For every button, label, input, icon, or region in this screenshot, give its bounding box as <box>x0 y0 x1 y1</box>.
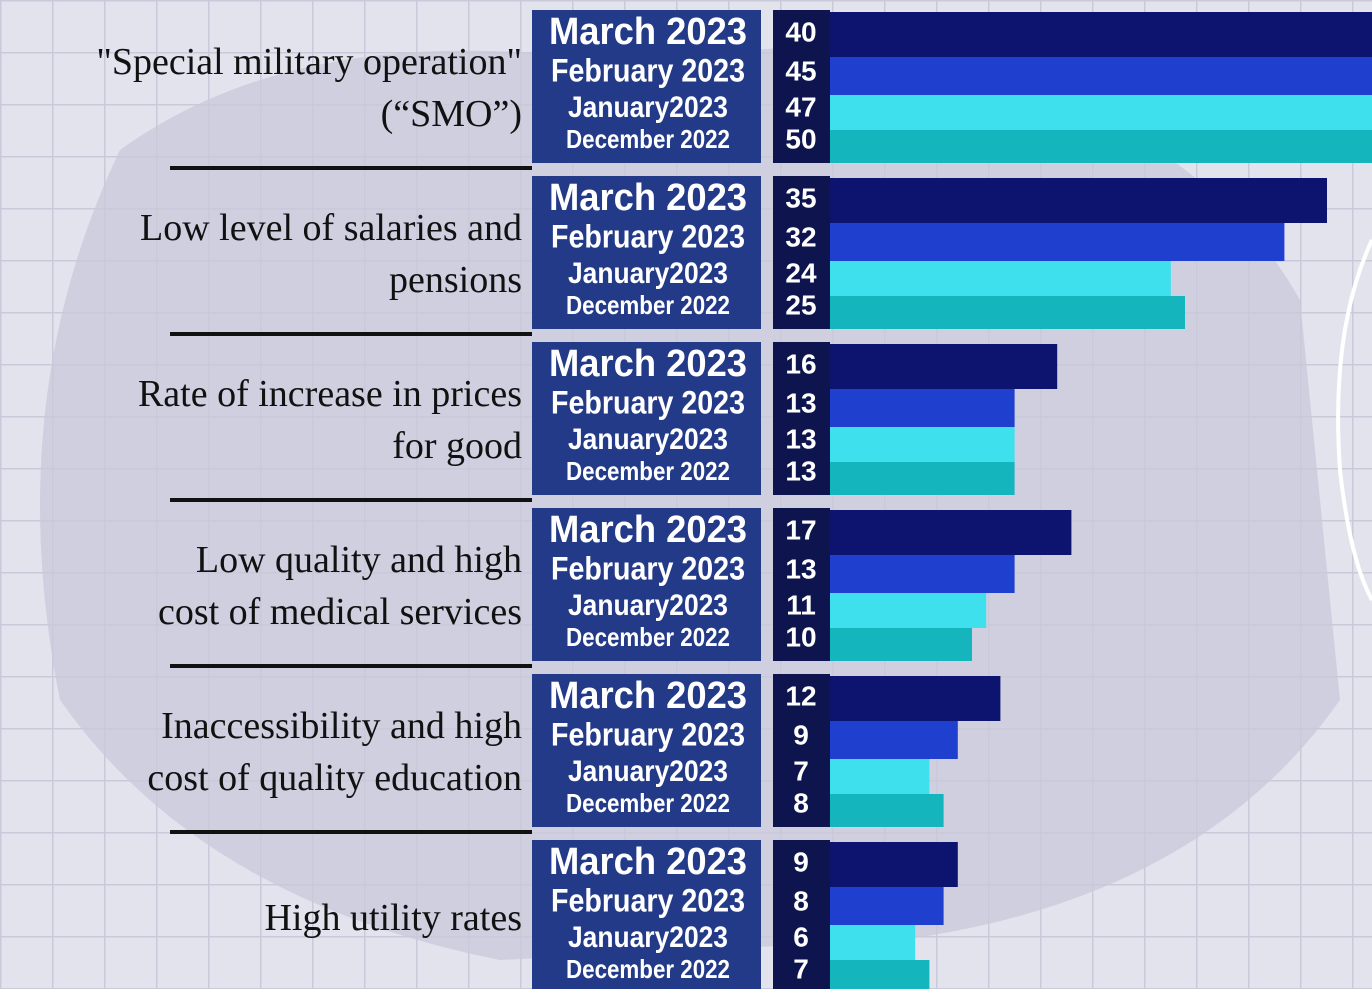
series-label: February 2023 <box>551 218 745 254</box>
series-label: March 2023 <box>549 675 747 717</box>
series-label: January2023 <box>568 91 728 124</box>
data-label: 32 <box>785 221 816 252</box>
series-label: March 2023 <box>549 177 747 219</box>
data-label: 16 <box>785 348 816 379</box>
series-label: January2023 <box>568 921 728 954</box>
bar <box>830 555 1015 593</box>
series-label: February 2023 <box>551 716 745 752</box>
series-label: December 2022 <box>566 456 730 486</box>
bar <box>830 593 987 628</box>
series-label: December 2022 <box>566 954 730 984</box>
category-label: Inaccessibility and high cost of quality… <box>147 705 522 799</box>
data-label: 8 <box>793 787 809 818</box>
bar <box>830 57 1372 95</box>
series-label: February 2023 <box>551 384 745 420</box>
bar <box>830 628 972 661</box>
bar <box>830 389 1015 427</box>
bar <box>830 925 916 960</box>
data-label: 13 <box>785 553 816 584</box>
bar <box>830 759 930 794</box>
series-label: January2023 <box>568 589 728 622</box>
bar <box>830 842 958 887</box>
value-box <box>773 508 830 661</box>
bar <box>830 95 1372 130</box>
bar <box>830 223 1285 261</box>
data-label: 7 <box>793 953 809 984</box>
series-label: January2023 <box>568 423 728 456</box>
data-label: 9 <box>793 719 809 750</box>
series-label: February 2023 <box>551 52 745 88</box>
series-label-box <box>532 10 761 163</box>
series-label: March 2023 <box>549 11 747 53</box>
value-box <box>773 10 830 163</box>
category-label: Low level of salaries and pensions <box>140 207 522 301</box>
bar <box>830 676 1001 721</box>
data-label: 13 <box>785 387 816 418</box>
data-label: 24 <box>785 257 817 288</box>
bar <box>830 344 1058 389</box>
value-box <box>773 674 830 827</box>
category-label: "Special military operation" (“SMO”) <box>96 41 522 135</box>
data-label: 35 <box>785 182 816 213</box>
series-label: February 2023 <box>551 550 745 586</box>
value-box <box>773 342 830 495</box>
series-label: January2023 <box>568 257 728 290</box>
bar <box>830 427 1015 462</box>
series-label-box <box>532 176 761 329</box>
bar <box>830 178 1327 223</box>
bar <box>830 794 944 827</box>
category-label: Low quality and high cost of medical ser… <box>157 539 522 633</box>
value-box <box>773 840 830 989</box>
series-label-box <box>532 508 761 661</box>
category-label: Rate of increase in prices for good <box>137 373 522 467</box>
value-box <box>773 176 830 329</box>
bar <box>830 510 1072 555</box>
data-label: 25 <box>785 289 816 320</box>
data-label: 40 <box>785 16 816 47</box>
data-label: 13 <box>785 455 816 486</box>
bar <box>830 960 930 989</box>
series-label: December 2022 <box>566 788 730 818</box>
series-label: December 2022 <box>566 622 730 652</box>
series-label: February 2023 <box>551 882 745 918</box>
data-label: 50 <box>785 123 816 154</box>
series-label-box <box>532 840 761 989</box>
category-label: High utility rates <box>264 897 522 939</box>
series-label: December 2022 <box>566 290 730 320</box>
data-label: 8 <box>793 885 809 916</box>
data-label: 12 <box>785 680 816 711</box>
data-label: 17 <box>785 514 816 545</box>
data-label: 10 <box>785 621 816 652</box>
data-label: 9 <box>793 846 809 877</box>
series-label-box <box>532 674 761 827</box>
series-label: December 2022 <box>566 124 730 154</box>
series-label: March 2023 <box>549 343 747 385</box>
series-label: March 2023 <box>549 841 747 883</box>
data-label: 45 <box>785 55 816 86</box>
series-label-box <box>532 342 761 495</box>
data-label: 47 <box>785 91 816 122</box>
bar <box>830 721 958 759</box>
bar <box>830 12 1372 57</box>
data-label: 6 <box>793 921 809 952</box>
data-label: 7 <box>793 755 809 786</box>
data-label: 13 <box>785 423 816 454</box>
bar <box>830 462 1015 495</box>
data-label: 11 <box>786 589 816 620</box>
bar <box>830 296 1185 329</box>
bar <box>830 887 944 925</box>
bar <box>830 130 1372 163</box>
series-label: March 2023 <box>549 509 747 551</box>
series-label: January2023 <box>568 755 728 788</box>
bar <box>830 261 1171 296</box>
